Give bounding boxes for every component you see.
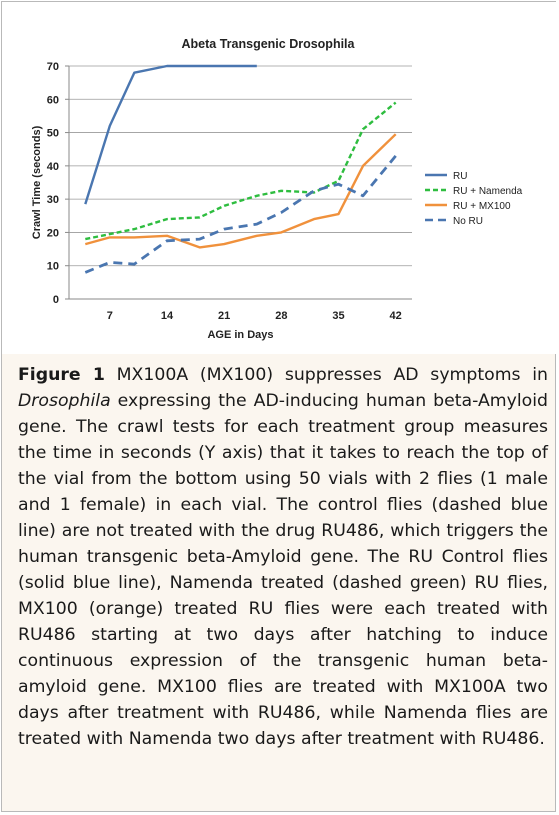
chart-panel: 0 10 20 30 40 50 60 70 7 14 21 28 35 42 Abeta Transgen… <box>2 2 557 354</box>
series-line <box>85 101 397 241</box>
y-tick-label: 30 <box>47 194 59 206</box>
legend-label: RU + MX100 <box>453 201 511 212</box>
y-tick-label: 20 <box>47 227 59 239</box>
line-chart: 0 10 20 30 40 50 60 70 7 14 21 28 35 42 Abeta Transgen… <box>31 37 523 341</box>
y-tick-label: 40 <box>47 161 59 173</box>
x-tick-label: 14 <box>161 310 174 322</box>
series-line <box>84 64 257 205</box>
legend-label: RU + Namenda <box>453 186 523 197</box>
y-tick-label: 70 <box>47 61 59 73</box>
series-line <box>84 155 397 274</box>
y-tick-label: 50 <box>47 128 59 140</box>
y-axis-label: Crawl Time (seconds) <box>31 125 43 239</box>
x-tick-label: 21 <box>218 310 230 322</box>
x-tick-label: 7 <box>107 310 113 322</box>
y-tick-label: 10 <box>47 261 59 273</box>
caption-label: Figure 1 <box>18 365 105 385</box>
y-tick-label: 0 <box>53 294 59 306</box>
x-tick-label: 28 <box>275 310 287 322</box>
caption-text-part2: expressing the AD-inducing human beta-Am… <box>18 391 548 749</box>
x-tick-label: 35 <box>332 310 344 322</box>
series-line <box>84 133 397 249</box>
figure-caption: Figure 1 MX100A (MX100) suppresses AD sy… <box>18 362 548 752</box>
chart-title: Abeta Transgenic Drosophila <box>182 37 356 51</box>
caption-text-part1: MX100A (MX100) suppresses AD symptoms in <box>104 365 549 385</box>
legend-label: No RU <box>453 216 483 227</box>
y-tick-label: 60 <box>47 94 59 106</box>
x-axis-label: AGE in Days <box>207 329 273 341</box>
caption-italic-species: Drosophila <box>18 391 111 411</box>
legend-label: RU <box>453 171 467 182</box>
x-tick-label: 42 <box>390 310 402 322</box>
